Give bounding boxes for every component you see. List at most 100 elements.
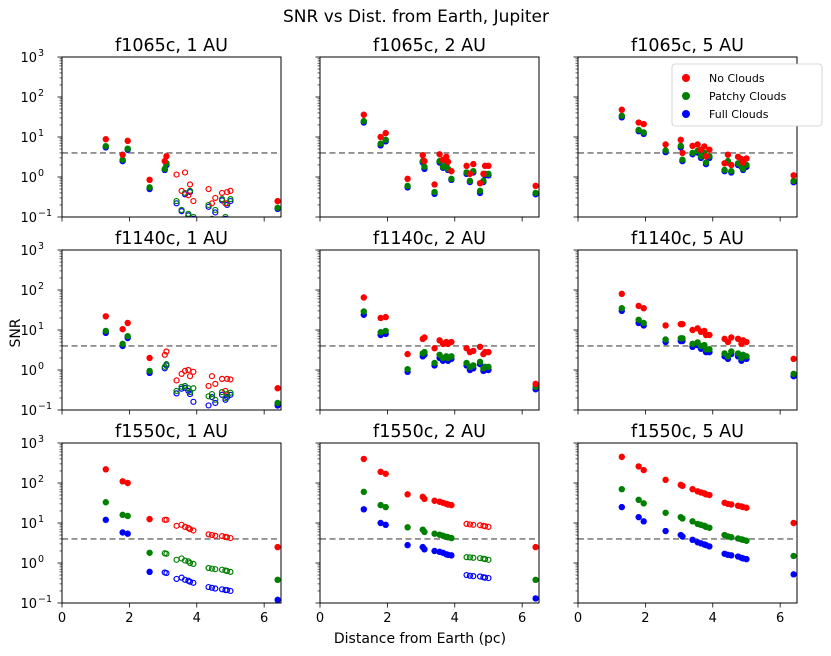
y-tick-label: 10 (20, 171, 37, 186)
data-point (790, 370, 797, 378)
data-point (448, 175, 455, 183)
data-point (470, 160, 477, 168)
data-point (679, 482, 686, 490)
data-point (485, 170, 492, 178)
data-point (190, 213, 197, 217)
data-point (377, 519, 384, 527)
data-point (119, 529, 126, 536)
data-point (480, 170, 487, 178)
data-point (377, 468, 384, 476)
data-point (102, 136, 110, 143)
data-point (466, 177, 474, 185)
data-point (702, 153, 710, 160)
data-point (463, 554, 470, 561)
data-point (119, 511, 126, 519)
data-point (728, 161, 735, 169)
x-tick-label: 0 (316, 611, 324, 626)
data-point (724, 338, 732, 346)
data-point (178, 187, 185, 194)
data-point (222, 213, 229, 217)
data-point (728, 534, 735, 541)
data-point (734, 350, 742, 357)
y-tick-exponent: 3 (38, 241, 44, 252)
axes-frame (61, 442, 282, 604)
data-point (532, 189, 539, 197)
data-point (706, 346, 713, 353)
axes-frame (61, 56, 282, 218)
data-point (721, 160, 728, 167)
data-point (662, 336, 669, 343)
data-point (119, 151, 126, 158)
data-point (448, 353, 455, 360)
data-point (444, 158, 452, 165)
data-point (119, 340, 126, 348)
data-point (124, 530, 131, 537)
data-point (790, 177, 797, 185)
data-point (635, 302, 642, 310)
data-point (161, 165, 168, 173)
data-point (205, 564, 212, 572)
y-axis-label: SNR (8, 318, 24, 347)
x-axis-label: Distance from Earth (pc) (334, 631, 506, 647)
data-point (186, 390, 194, 398)
y-tick-exponent: 0 (38, 554, 44, 565)
data-point (178, 370, 185, 377)
data-point (161, 157, 168, 165)
panel-title: f1550c, 5 AU (631, 422, 744, 442)
y-tick-exponent: 0 (38, 168, 44, 179)
data-point (124, 145, 131, 152)
data-point (485, 574, 492, 582)
data-point (186, 578, 194, 585)
data-point (227, 534, 234, 542)
data-point (662, 147, 669, 154)
y-tick-exponent: −1 (38, 208, 52, 219)
data-point (178, 383, 185, 390)
marker-group (618, 106, 797, 186)
data-point (382, 129, 389, 137)
data-point (404, 524, 411, 531)
marker-group (102, 466, 281, 603)
data-point (721, 166, 728, 174)
data-point (146, 367, 153, 375)
panel-title: f1065c, 1 AU (115, 36, 228, 56)
data-point (181, 557, 189, 564)
data-point (227, 568, 234, 575)
data-point (208, 584, 216, 591)
legend-label-patchy-clouds: Patchy Clouds (709, 90, 787, 103)
data-point (694, 141, 701, 148)
data-point (185, 192, 192, 199)
legend-label-no-clouds: No Clouds (709, 72, 765, 85)
data-point (485, 162, 492, 170)
data-point (635, 496, 642, 504)
y-tick-exponent: 3 (38, 434, 44, 445)
data-point (382, 327, 389, 335)
data-point (382, 503, 389, 511)
data-point (481, 574, 489, 581)
x-tick-label: 6 (518, 611, 526, 626)
data-point (119, 325, 126, 333)
data-point (181, 523, 189, 530)
data-point (222, 387, 229, 395)
data-point (532, 380, 539, 388)
data-point (635, 126, 642, 134)
data-point (466, 572, 474, 579)
data-point (431, 547, 438, 555)
data-point (223, 390, 231, 398)
data-point (181, 169, 189, 176)
data-point (173, 197, 180, 205)
data-point (227, 376, 234, 383)
data-point (662, 476, 669, 484)
data-point (186, 389, 194, 396)
data-point (227, 389, 234, 396)
data-point (706, 491, 713, 499)
data-point (466, 170, 474, 178)
data-point (173, 522, 180, 529)
data-point (205, 201, 212, 209)
data-point (360, 111, 367, 118)
figure-title: SNR vs Dist. from Earth, Jupiter (283, 7, 549, 27)
data-point (431, 359, 438, 367)
y-tick-label: 10 (20, 51, 37, 66)
data-point (728, 334, 735, 341)
data-point (640, 466, 647, 474)
data-point (679, 149, 686, 157)
